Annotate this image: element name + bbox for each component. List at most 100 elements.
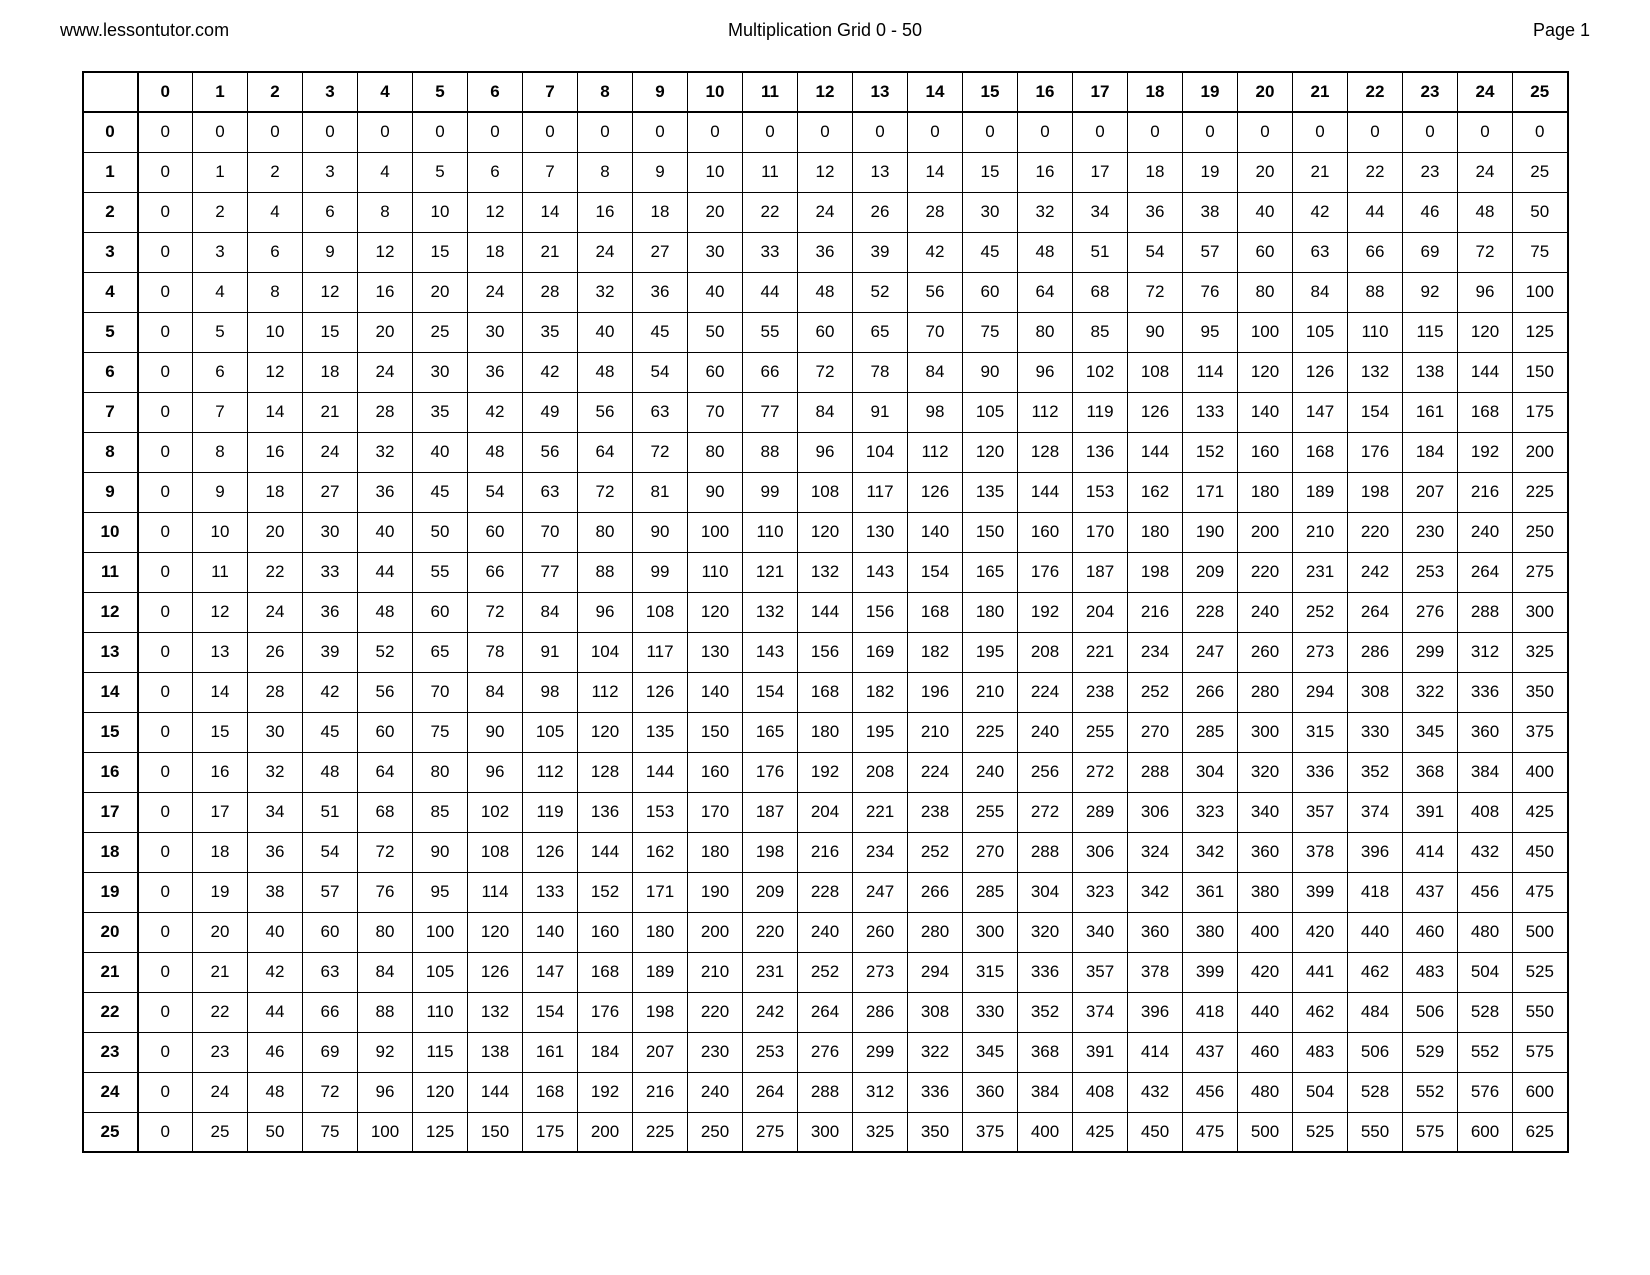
data-cell: 252 [908, 832, 963, 872]
data-cell: 114 [468, 872, 523, 912]
data-cell: 30 [688, 232, 743, 272]
data-cell: 14 [523, 192, 578, 232]
data-cell: 90 [413, 832, 468, 872]
data-cell: 175 [1513, 392, 1568, 432]
data-cell: 0 [1458, 112, 1513, 152]
data-cell: 17 [193, 792, 248, 832]
data-cell: 0 [578, 112, 633, 152]
row-header: 25 [83, 1112, 138, 1152]
data-cell: 0 [523, 112, 578, 152]
data-cell: 0 [138, 192, 193, 232]
data-cell: 48 [578, 352, 633, 392]
data-cell: 176 [1018, 552, 1073, 592]
data-cell: 9 [633, 152, 688, 192]
data-cell: 414 [1128, 1032, 1183, 1072]
data-cell: 24 [1458, 152, 1513, 192]
data-cell: 0 [138, 992, 193, 1032]
data-cell: 160 [1018, 512, 1073, 552]
data-cell: 336 [1018, 952, 1073, 992]
data-cell: 132 [1348, 352, 1403, 392]
data-cell: 60 [413, 592, 468, 632]
data-cell: 207 [633, 1032, 688, 1072]
data-cell: 0 [138, 952, 193, 992]
data-cell: 24 [798, 192, 853, 232]
data-cell: 56 [908, 272, 963, 312]
data-cell: 45 [633, 312, 688, 352]
column-header: 11 [743, 72, 798, 112]
data-cell: 0 [798, 112, 853, 152]
data-cell: 110 [743, 512, 798, 552]
column-header: 2 [248, 72, 303, 112]
data-cell: 198 [1128, 552, 1183, 592]
data-cell: 322 [1403, 672, 1458, 712]
data-cell: 325 [853, 1112, 908, 1152]
data-cell: 154 [523, 992, 578, 1032]
data-cell: 147 [523, 952, 578, 992]
data-cell: 54 [1128, 232, 1183, 272]
data-cell: 63 [523, 472, 578, 512]
data-cell: 55 [743, 312, 798, 352]
data-cell: 240 [1458, 512, 1513, 552]
data-cell: 161 [523, 1032, 578, 1072]
data-cell: 0 [1513, 112, 1568, 152]
data-cell: 357 [1293, 792, 1348, 832]
data-cell: 210 [688, 952, 743, 992]
data-cell: 153 [633, 792, 688, 832]
data-cell: 264 [1348, 592, 1403, 632]
data-cell: 96 [358, 1072, 413, 1112]
data-cell: 21 [193, 952, 248, 992]
data-cell: 48 [468, 432, 523, 472]
data-cell: 75 [303, 1112, 358, 1152]
data-cell: 299 [1403, 632, 1458, 672]
data-cell: 0 [138, 1032, 193, 1072]
data-cell: 171 [1183, 472, 1238, 512]
data-cell: 270 [963, 832, 1018, 872]
data-cell: 0 [193, 112, 248, 152]
data-cell: 242 [1348, 552, 1403, 592]
row-header: 4 [83, 272, 138, 312]
data-cell: 112 [578, 672, 633, 712]
data-cell: 72 [1458, 232, 1513, 272]
data-cell: 15 [413, 232, 468, 272]
data-cell: 198 [1348, 472, 1403, 512]
data-cell: 143 [743, 632, 798, 672]
data-cell: 121 [743, 552, 798, 592]
data-cell: 500 [1513, 912, 1568, 952]
data-cell: 75 [963, 312, 1018, 352]
data-cell: 44 [1348, 192, 1403, 232]
data-cell: 128 [578, 752, 633, 792]
data-cell: 36 [303, 592, 358, 632]
data-cell: 144 [798, 592, 853, 632]
data-cell: 161 [1403, 392, 1458, 432]
data-cell: 276 [798, 1032, 853, 1072]
data-cell: 187 [1073, 552, 1128, 592]
data-cell: 39 [303, 632, 358, 672]
data-cell: 525 [1293, 1112, 1348, 1152]
data-cell: 288 [1458, 592, 1513, 632]
data-cell: 14 [908, 152, 963, 192]
data-cell: 144 [1128, 432, 1183, 472]
data-cell: 81 [633, 472, 688, 512]
data-cell: 57 [1183, 232, 1238, 272]
data-cell: 192 [578, 1072, 633, 1112]
data-cell: 64 [578, 432, 633, 472]
data-cell: 8 [193, 432, 248, 472]
data-cell: 14 [193, 672, 248, 712]
data-cell: 66 [1348, 232, 1403, 272]
data-cell: 45 [413, 472, 468, 512]
column-header: 10 [688, 72, 743, 112]
data-cell: 184 [578, 1032, 633, 1072]
data-cell: 26 [853, 192, 908, 232]
data-cell: 384 [1018, 1072, 1073, 1112]
data-cell: 80 [578, 512, 633, 552]
data-cell: 221 [1073, 632, 1128, 672]
data-cell: 50 [1513, 192, 1568, 232]
data-cell: 115 [1403, 312, 1458, 352]
data-cell: 96 [798, 432, 853, 472]
data-cell: 165 [963, 552, 1018, 592]
data-cell: 23 [193, 1032, 248, 1072]
data-cell: 140 [523, 912, 578, 952]
data-cell: 110 [688, 552, 743, 592]
row-header: 20 [83, 912, 138, 952]
row-header: 0 [83, 112, 138, 152]
